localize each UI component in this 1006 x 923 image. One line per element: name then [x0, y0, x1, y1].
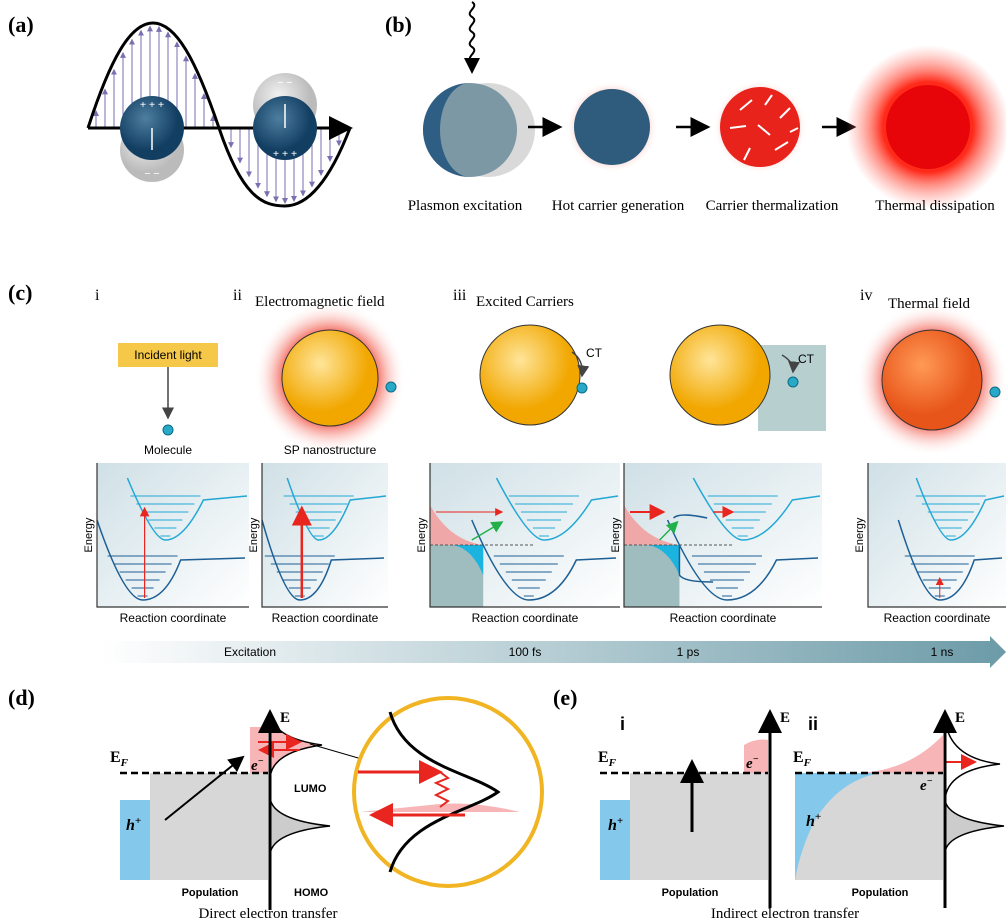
caption: Direct electron transfer: [198, 906, 337, 922]
time-label: 100 fs: [509, 645, 542, 659]
plot-bg: [868, 463, 1006, 607]
time-label: 1 ns: [931, 645, 954, 659]
fermi-main: E: [110, 749, 121, 766]
dos: [945, 800, 1004, 852]
dos: [945, 716, 1000, 800]
fermi-sub: F: [803, 757, 812, 769]
stage-title: Excited Carriers: [476, 294, 574, 310]
fermi-label: EF: [598, 749, 617, 769]
y-axis-label: Energy: [416, 517, 428, 552]
excited-region: [860, 735, 943, 773]
axis-label: E: [280, 710, 290, 726]
axis-label: E: [955, 710, 965, 726]
hole-main: h: [126, 817, 135, 834]
x-axis-label: Reaction coordinate: [472, 611, 579, 625]
plot-bg: [262, 463, 388, 607]
panel-label: (a): [8, 12, 34, 37]
fermi-main: E: [598, 749, 609, 766]
x-axis-label: Reaction coordinate: [120, 611, 227, 625]
step-label: Thermal dissipation: [875, 198, 995, 214]
charge: − −: [277, 77, 292, 89]
fermi-label: EF: [110, 749, 129, 769]
step-label: Carrier thermalization: [706, 198, 839, 214]
panel-label: (e): [553, 685, 577, 710]
step-label: Hot carrier generation: [552, 198, 685, 214]
time-label: Excitation: [224, 645, 276, 659]
fermi-main: E: [793, 749, 804, 766]
fermi-label: EF: [793, 749, 812, 769]
hole-region: [600, 800, 630, 880]
ct-label: CT: [586, 346, 603, 360]
hole-main: h: [806, 813, 815, 830]
filled-states: [150, 773, 268, 880]
stage-numeral: i: [95, 287, 100, 304]
sub-numeral: i: [620, 714, 625, 734]
energy-plots: Energy Reaction coordinate Energy Reaction …: [83, 463, 1006, 625]
hole-sup: +: [617, 815, 623, 827]
y-axis-label: Energy: [854, 517, 866, 552]
plot-bg: [97, 463, 249, 607]
nano-label: SP nanostructure: [284, 443, 377, 457]
charge: + + +: [140, 99, 164, 111]
sphere: [670, 325, 770, 425]
molecule: [163, 425, 173, 435]
light-label: Incident light: [134, 348, 202, 362]
sphere: [574, 89, 650, 165]
fermi-sub: F: [608, 757, 617, 769]
ct-label: CT: [798, 352, 815, 366]
hole-region: [120, 800, 150, 880]
y-axis-label: Energy: [83, 517, 95, 552]
sphere: [480, 325, 580, 425]
homo-dos: [270, 798, 330, 854]
x-axis-label: Reaction coordinate: [884, 611, 991, 625]
charge: − −: [144, 168, 159, 180]
zoom-circle: [354, 698, 542, 886]
stage-numeral: iii: [453, 287, 467, 304]
axis-label: Population: [182, 887, 239, 899]
y-axis-label: Energy: [248, 517, 260, 552]
stage-numeral: iv: [860, 287, 872, 304]
molecule: [386, 382, 396, 392]
electron-sup: −: [927, 776, 933, 787]
panel-label: (d): [8, 685, 35, 710]
caption: Indirect electron transfer: [711, 906, 859, 922]
sphere: [282, 330, 378, 426]
x-axis-label: Reaction coordinate: [272, 611, 379, 625]
charge: + + +: [273, 148, 297, 160]
sub-numeral: ii: [808, 714, 818, 734]
molecule: [990, 387, 1000, 397]
axis-label: Population: [662, 887, 719, 899]
electron-sup: −: [753, 754, 759, 765]
panel-label: (b): [385, 12, 412, 37]
axis-label: E: [780, 710, 790, 726]
sphere: [882, 330, 982, 430]
axis-label: Population: [852, 887, 909, 899]
time-label: 1 ps: [677, 645, 700, 659]
molecule-label: Molecule: [144, 443, 192, 457]
hole-main: h: [608, 817, 617, 834]
photon: [470, 2, 475, 72]
sphere: [886, 85, 970, 169]
filled-states: [630, 773, 768, 880]
molecule: [577, 383, 587, 393]
hole-sup: +: [815, 811, 821, 823]
hole-sup: +: [135, 815, 141, 827]
homo-label: HOMO: [294, 887, 329, 899]
lumo-label: LUMO: [294, 783, 327, 795]
panel-label: (c): [8, 280, 32, 305]
electron-sup: −: [258, 756, 264, 767]
molecule: [788, 377, 798, 387]
step-label: Plasmon excitation: [408, 198, 523, 214]
x-axis-label: Reaction coordinate: [670, 611, 777, 625]
figure: (a) + + + − − − − + + + (b) Plasmon exci…: [0, 0, 1006, 923]
fermi-sub: F: [120, 757, 129, 769]
stage-numeral: ii: [233, 287, 242, 304]
y-axis-label: Energy: [610, 517, 622, 552]
